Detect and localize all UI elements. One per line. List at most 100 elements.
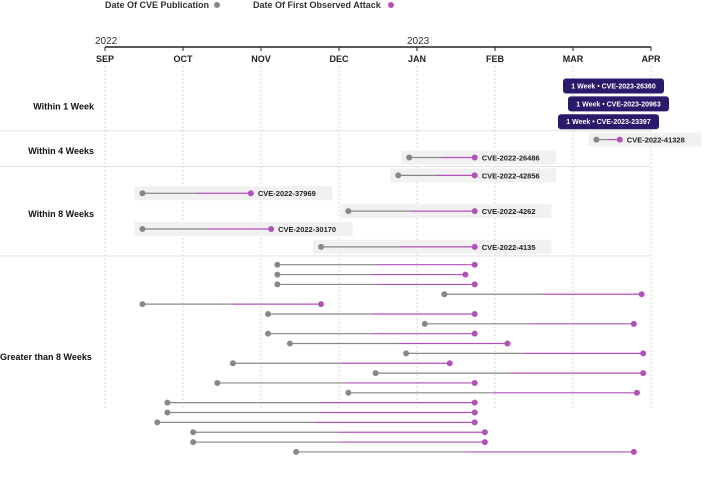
data-row (372, 370, 647, 377)
publication-dot (265, 310, 272, 317)
data-row (441, 291, 645, 298)
month-label: APR (641, 54, 661, 64)
data-row (403, 350, 647, 357)
attack-dot (471, 154, 478, 161)
publication-dot (406, 154, 413, 161)
publication-dot (318, 243, 325, 250)
group-label: Within 8 Weeks (28, 209, 94, 219)
data-row: CVE-2022-41328 (588, 132, 702, 147)
legend-swatch (214, 2, 220, 8)
attack-dot (471, 281, 478, 288)
data-row (164, 409, 478, 416)
attack-dot (471, 261, 478, 268)
publication-dot (265, 330, 272, 337)
data-row (286, 340, 511, 347)
attack-dot (446, 360, 453, 367)
publication-dot (190, 439, 197, 446)
publication-dot (293, 448, 300, 455)
legend: Date Of CVE Publication Date Of First Obs… (105, 0, 394, 10)
data-row: CVE-2022-4262 (340, 204, 552, 219)
data-row: 1 Week • CVE-2023-26360 (563, 78, 664, 94)
data-row: CVE-2022-30170 (134, 221, 353, 236)
year-label: 2022 (95, 36, 118, 47)
month-label: MAR (563, 54, 584, 64)
badge-label: 1 Week • CVE-2023-26360 (571, 84, 656, 91)
badge-label: 1 Week • CVE-2023-23397 (566, 119, 651, 126)
data-row (214, 379, 478, 386)
publication-dot (593, 136, 600, 143)
attack-dot (471, 310, 478, 317)
publication-dot (190, 429, 197, 436)
data-row (164, 399, 478, 406)
data-row: CVE-2022-26486 (401, 150, 557, 165)
attack-dot (471, 399, 478, 406)
group-label: Greater than 8 Weeks (0, 352, 92, 362)
data-row (293, 448, 637, 455)
data-row (139, 301, 325, 308)
attack-dot (640, 370, 647, 377)
publication-dot (274, 261, 281, 268)
attack-dot (616, 136, 623, 143)
cve-id-label: CVE-2022-26486 (482, 153, 540, 162)
attack-dot (471, 330, 478, 337)
publication-dot (139, 301, 146, 308)
month-label: JAN (408, 54, 426, 64)
group-label: Within 4 Weeks (28, 146, 94, 156)
publication-dot (214, 379, 221, 386)
legend-label: Date Of First Observed Attack (253, 0, 382, 10)
publication-dot (395, 172, 402, 179)
publication-dot (345, 208, 352, 215)
month-label: FEB (486, 54, 505, 64)
data-row (154, 419, 478, 426)
week-badge (563, 78, 664, 94)
legend-swatch (388, 2, 394, 8)
publication-dot (229, 360, 236, 367)
data-row: CVE-2022-42856 (390, 168, 557, 183)
attack-dot (504, 340, 511, 347)
attack-dot (471, 172, 478, 179)
attack-dot (640, 350, 647, 357)
data-row: 1 Week • CVE-2023-20963 (568, 96, 669, 112)
publication-dot (274, 271, 281, 278)
publication-dot (286, 340, 293, 347)
attack-dot (471, 419, 478, 426)
month-label: DEC (329, 54, 349, 64)
attack-dot (638, 291, 645, 298)
attack-dot (462, 271, 469, 278)
attack-dot (471, 409, 478, 416)
cve-id-label: CVE-2022-42856 (482, 171, 540, 180)
month-label: OCT (174, 54, 194, 64)
publication-dot (274, 281, 281, 288)
attack-dot (630, 320, 637, 327)
cve-id-label: CVE-2022-37969 (258, 189, 316, 198)
cve-id-label: CVE-2022-30170 (278, 225, 336, 234)
attack-dot (481, 429, 488, 436)
attack-dot (268, 225, 275, 232)
data-row (345, 389, 640, 396)
attack-dot (481, 439, 488, 446)
publication-dot (421, 320, 428, 327)
month-label: NOV (251, 54, 271, 64)
month-label: SEP (96, 54, 114, 64)
publication-dot (154, 419, 161, 426)
cve-id-label: CVE-2022-4135 (482, 243, 536, 252)
data-row: CVE-2022-37969 (134, 186, 333, 201)
publication-dot (441, 291, 448, 298)
data-row: 1 Week • CVE-2023-23397 (558, 114, 659, 130)
attack-dot (318, 301, 325, 308)
attack-dot (247, 190, 254, 197)
week-badge (568, 96, 669, 112)
data-row (421, 320, 637, 327)
cve-id-label: CVE-2022-4262 (482, 207, 536, 216)
publication-dot (345, 389, 352, 396)
data-row (190, 439, 488, 446)
row-highlight (588, 132, 702, 147)
attack-dot (471, 379, 478, 386)
attack-dot (471, 243, 478, 250)
row-highlight (401, 150, 557, 165)
data-row (274, 281, 478, 288)
cve-id-label: CVE-2022-41328 (627, 136, 685, 145)
publication-dot (164, 399, 171, 406)
publication-dot (139, 190, 146, 197)
group-label: Within 1 Week (33, 102, 95, 112)
